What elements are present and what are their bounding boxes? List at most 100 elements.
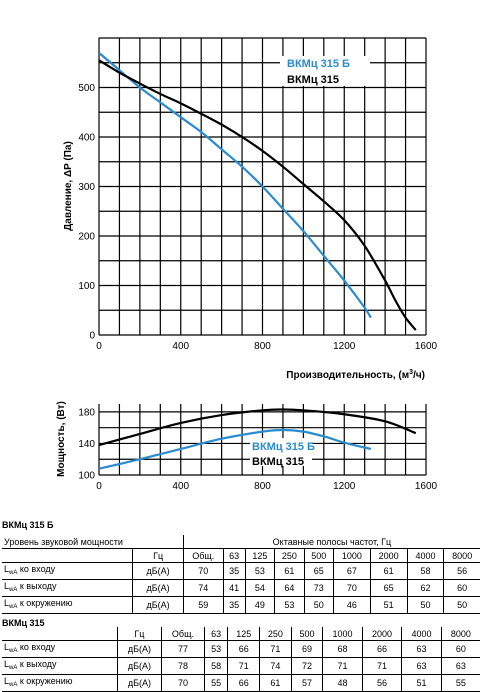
value-cell: 70 xyxy=(332,579,371,597)
freq-col-cell: 4000 xyxy=(406,548,445,563)
row-label-rest: ко входу xyxy=(17,564,56,574)
pressure-x-axis-title-sup: 3 xyxy=(409,369,413,376)
y-tick-label: 200 xyxy=(78,232,95,243)
y-tick-label: 180 xyxy=(78,407,95,418)
freq-col-cell: 1000 xyxy=(322,627,363,641)
x-tick-label: 1200 xyxy=(333,341,356,352)
series-line-vkmc-315 xyxy=(98,408,417,447)
table-row: LwA к окружению дБ(А) 59 35 49 53 50 46 … xyxy=(2,596,480,614)
value-cell: 63 xyxy=(401,657,442,675)
power-legend-label-vkmc-315-b: ВКМц 315 Б xyxy=(252,441,315,453)
freq-empty-cell xyxy=(2,548,133,563)
freq-empty-cell xyxy=(2,627,118,641)
x-tick-label: 1600 xyxy=(415,481,438,492)
freq-col-cell: 250 xyxy=(274,548,305,563)
value-cell: 72 xyxy=(290,657,324,675)
freq-col-cell: 125 xyxy=(227,627,261,641)
freq-col-cell: 63 xyxy=(203,627,229,641)
value-cell: 50 xyxy=(443,596,480,614)
sound-table-body: Уровень звуковой мощности Октавные полос… xyxy=(2,535,480,614)
y-tick-label: 500 xyxy=(78,83,95,94)
freq-unit-cell: Гц xyxy=(132,548,184,563)
y-tick-label: 100 xyxy=(78,281,95,292)
value-cell: 49 xyxy=(244,596,276,614)
value-cell: 64 xyxy=(274,579,305,597)
value-cell: 71 xyxy=(361,657,403,675)
row-unit-cell: дБ(А) xyxy=(132,562,184,580)
value-cell: 71 xyxy=(227,657,261,675)
table-row: LwA к выходу дБ(А) 74 41 54 64 73 70 65 … xyxy=(2,579,480,597)
row-label-cell: LwA к выходу xyxy=(2,657,118,675)
pressure-ticks: 0 100 200 300 400 500 0 400 800 1200 1600 xyxy=(78,83,437,352)
value-cell: 58 xyxy=(203,657,229,675)
value-cell: 70 xyxy=(182,562,224,580)
value-cell: 61 xyxy=(259,674,292,692)
pressure-x-axis-title-end: /ч) xyxy=(413,370,425,381)
pressure-x-axis-title-text: Производительность, (м xyxy=(286,370,409,381)
bands-caption-cell: Октавные полосы частот, Гц xyxy=(182,535,480,549)
sound-table-vkmc-315-b: Уровень звуковой мощности Октавные полос… xyxy=(2,535,480,614)
row-label-main: L xyxy=(4,642,10,652)
y-tick-label: 300 xyxy=(78,182,95,193)
value-cell: 41 xyxy=(222,579,246,597)
row-unit-cell: дБ(А) xyxy=(132,596,184,614)
x-tick-label: 800 xyxy=(254,341,271,352)
value-cell: 69 xyxy=(290,640,324,658)
value-cell: 74 xyxy=(182,579,224,597)
row-label-cell: LwA ко входу xyxy=(2,562,133,580)
y-tick-label: 400 xyxy=(78,133,95,144)
table-header-row: Уровень звуковой мощности Октавные полос… xyxy=(2,535,480,549)
value-cell: 66 xyxy=(227,640,261,658)
value-cell: 71 xyxy=(322,657,363,675)
freq-col-cell: 4000 xyxy=(401,627,442,641)
value-cell: 57 xyxy=(290,674,324,692)
value-cell: 51 xyxy=(401,674,442,692)
value-cell: 56 xyxy=(443,562,480,580)
row-unit-cell: дБ(А) xyxy=(116,674,163,692)
table-row: LwA к выходу дБ(А) 78 58 71 74 72 71 71 … xyxy=(2,657,480,675)
value-cell: 61 xyxy=(274,562,305,580)
value-cell: 74 xyxy=(259,657,292,675)
value-cell: 65 xyxy=(369,579,408,597)
row-label-cell: LwA ко входу xyxy=(2,640,118,658)
row-unit-cell: дБ(А) xyxy=(116,640,163,658)
row-label-sub: wA xyxy=(9,604,18,610)
power-legend-label-vkmc-315: ВКМц 315 xyxy=(252,456,304,468)
value-cell: 48 xyxy=(322,674,363,692)
power-lines xyxy=(98,408,417,470)
value-cell: 61 xyxy=(369,562,408,580)
row-label-rest: к выходу xyxy=(17,581,57,591)
freq-col-cell: 2000 xyxy=(361,627,403,641)
row-label-sub: wA xyxy=(9,570,18,576)
pressure-chart: 0 100 200 300 400 500 0 400 800 1200 1600 Давление… xyxy=(63,37,438,381)
value-cell: 60 xyxy=(443,579,480,597)
row-label-rest: ко входу xyxy=(17,642,56,652)
value-cell: 71 xyxy=(259,640,292,658)
row-label-cell: LwA к окружению xyxy=(2,674,118,692)
row-label-main: L xyxy=(4,676,10,686)
row-label-main: L xyxy=(4,659,10,669)
value-cell: 55 xyxy=(203,674,229,692)
value-cell: 63 xyxy=(440,657,480,675)
value-cell: 53 xyxy=(244,562,276,580)
value-cell: 46 xyxy=(332,596,371,614)
value-cell: 65 xyxy=(303,562,334,580)
freq-col-cell: 1000 xyxy=(332,548,371,563)
value-cell: 60 xyxy=(440,640,480,658)
pressure-grid xyxy=(98,37,427,336)
x-tick-label: 0 xyxy=(96,341,102,352)
row-label-cell: LwA к выходу xyxy=(2,579,133,597)
legend-box xyxy=(280,56,370,86)
legend-label-vkmc-315-b: ВКМц 315 Б xyxy=(287,58,350,70)
power-y-axis-title: Мощность, (Вт) xyxy=(56,401,67,477)
value-cell: 63 xyxy=(401,640,442,658)
freq-col-cell: 2000 xyxy=(369,548,408,563)
row-unit-cell: дБ(А) xyxy=(132,579,184,597)
freq-col-cell: 500 xyxy=(290,627,324,641)
x-tick-label: 1600 xyxy=(415,341,438,352)
x-tick-label: 400 xyxy=(172,481,189,492)
freq-col-cell: 63 xyxy=(222,548,246,563)
value-cell: 73 xyxy=(303,579,334,597)
sound-table-vkmc-315: Гц Общ. 63 125 250 500 1000 2000 4000 80… xyxy=(2,627,480,692)
